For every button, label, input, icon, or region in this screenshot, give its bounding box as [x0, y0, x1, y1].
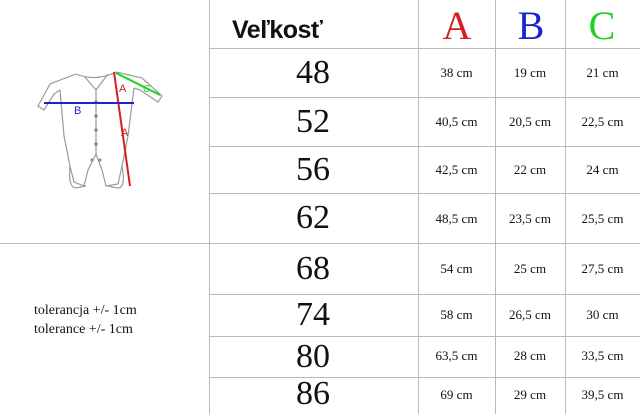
measure-c: 27,5 cm: [581, 261, 624, 276]
measure-b: 22 cm: [513, 162, 547, 177]
measure-b: 23,5 cm: [509, 211, 551, 226]
measure-a: 63,5 cm: [435, 348, 478, 363]
diagram-label-a: A: [119, 83, 127, 95]
measure-a: 40,5 cm: [435, 114, 478, 129]
measure-c: 22,5 cm: [581, 114, 624, 129]
measure-b: 19 cm: [513, 65, 547, 80]
measure-a: 69 cm: [440, 387, 473, 402]
tolerance-note-en: tolerance +/- 1cm: [34, 322, 133, 337]
tolerance-note-pl: tolerancja +/- 1cm: [34, 303, 137, 318]
grid-line: [565, 0, 566, 414]
measure-a: 38 cm: [440, 65, 473, 80]
measure-line-c: [115, 72, 161, 96]
measure-b: 28 cm: [513, 348, 547, 363]
grid-line: [209, 377, 640, 378]
grid-line: [209, 193, 640, 194]
measure-line-a: [113, 71, 131, 187]
grid-line: [209, 146, 640, 147]
column-header-b: B: [517, 3, 545, 48]
grid-line: [418, 0, 419, 414]
measure-b: 29 cm: [513, 387, 547, 402]
column-header-c: C: [588, 3, 616, 48]
diagram-label-a-lower: A: [121, 127, 129, 139]
measure-c: 30 cm: [586, 307, 619, 322]
measure-c: 33,5 cm: [581, 348, 624, 363]
size-value: 56: [296, 151, 330, 188]
grid-line: [209, 336, 640, 337]
grid-line: [209, 48, 640, 49]
diagram-label-b: B: [74, 105, 81, 117]
romper-measurement-diagram: A A B C: [37, 71, 163, 189]
measure-c: 39,5 cm: [581, 387, 624, 402]
size-value: 48: [296, 54, 330, 91]
measure-c: 25,5 cm: [581, 211, 624, 226]
measure-b: 26,5 cm: [509, 307, 551, 322]
grid-line: [209, 294, 640, 295]
size-value: 52: [296, 103, 330, 140]
measure-b: 20,5 cm: [509, 114, 551, 129]
measure-b: 25 cm: [513, 261, 547, 276]
measure-a: 48,5 cm: [435, 211, 478, 226]
size-column-header: Veľkosť: [232, 16, 323, 44]
measure-a: 42,5 cm: [435, 162, 478, 177]
diagram-label-c: C: [143, 84, 150, 95]
measure-c: 21 cm: [586, 65, 619, 80]
size-value: 74: [296, 296, 330, 333]
size-value: 80: [296, 338, 330, 375]
grid-line: [495, 0, 496, 414]
grid-line: [0, 243, 640, 244]
measure-a: 58 cm: [440, 307, 473, 322]
grid-line: [209, 0, 210, 414]
measure-c: 24 cm: [586, 162, 619, 177]
grid-line: [209, 97, 640, 98]
size-value: 68: [296, 250, 330, 287]
size-value: 62: [296, 199, 330, 236]
column-header-a: A: [442, 3, 472, 48]
measure-a: 54 cm: [440, 261, 473, 276]
size-value: 86: [296, 375, 330, 412]
